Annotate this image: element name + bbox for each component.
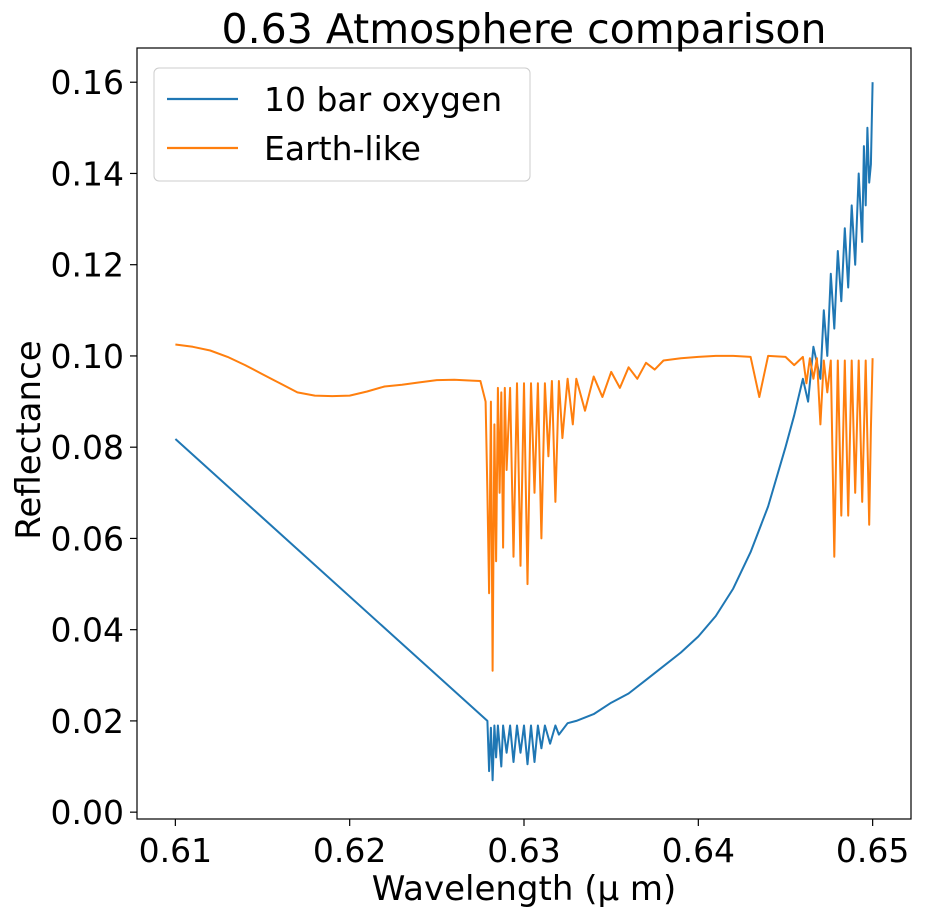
y-tick-label: 0.16	[51, 63, 124, 102]
x-tick-label: 0.63	[487, 831, 560, 870]
y-tick-label: 0.10	[51, 337, 124, 376]
y-tick-label: 0.14	[51, 154, 124, 193]
x-tick-label: 0.65	[836, 831, 909, 870]
y-tick-label: 0.04	[51, 611, 124, 650]
series-line-earth-like	[175, 343, 874, 672]
legend-label-earth-like: Earth-like	[264, 129, 421, 168]
plot-area: 0.61 0.62 0.63 0.64 0.65 0.00 0.02 0.04 0.06 0.08…	[51, 63, 910, 870]
x-tick-label: 0.61	[139, 831, 212, 870]
legend: 10 bar oxygen Earth-like	[153, 67, 531, 182]
y-tick-label: 0.12	[51, 246, 124, 285]
plot-frame	[136, 47, 912, 820]
legend-label-10-bar-oxygen: 10 bar oxygen	[264, 80, 502, 119]
y-axis-label: Reflectance	[9, 340, 49, 539]
x-tick-label: 0.62	[313, 831, 386, 870]
x-tick-label: 0.64	[662, 831, 735, 870]
y-tick-label: 0.00	[51, 793, 124, 832]
chart-title: 0.63 Atmosphere comparison	[222, 5, 827, 53]
legend-box	[153, 67, 531, 182]
y-tick-label: 0.08	[51, 428, 124, 467]
series-line-10-bar-oxygen	[174, 82, 874, 782]
y-tick-label: 0.02	[51, 702, 124, 741]
x-axis-label: Wavelength (μ m)	[372, 869, 677, 909]
y-tick-label: 0.06	[51, 519, 124, 558]
